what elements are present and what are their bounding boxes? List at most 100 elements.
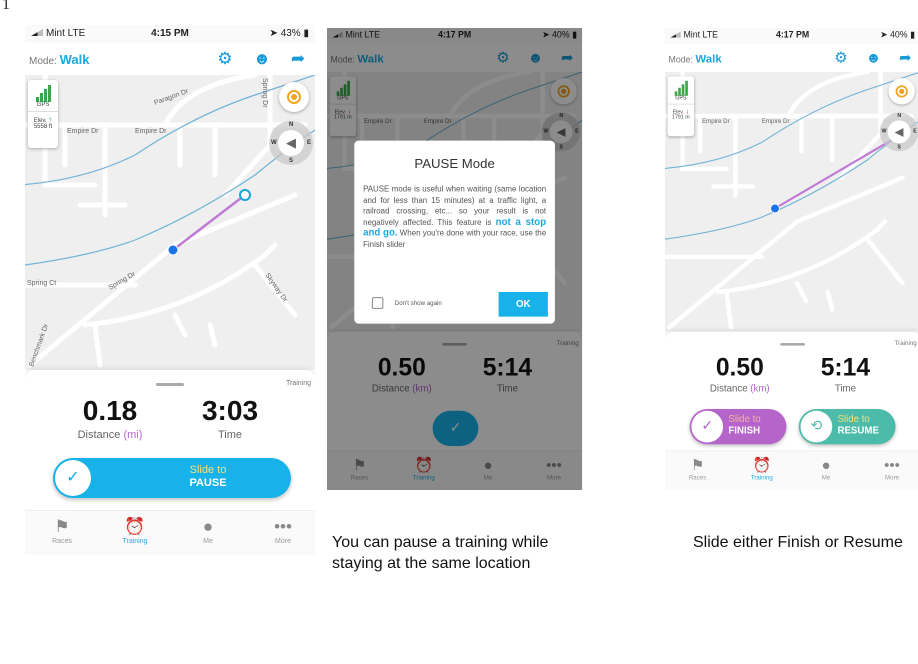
clock: 4:17 PM (437, 30, 472, 41)
tab-races[interactable]: ⚑ Races (676, 456, 720, 482)
street-label: Spring Dr (261, 78, 268, 108)
location-arrow-icon: ➤ (880, 30, 888, 41)
mode-value: Walk (695, 51, 722, 65)
distance-value: 0.50 (377, 353, 426, 381)
compass-n: N (897, 113, 902, 119)
tab-label: More (547, 475, 562, 482)
more-icon: ••• (884, 456, 900, 474)
sheet-drag-handle[interactable] (442, 343, 467, 346)
distance-value: 0.18 (82, 395, 138, 426)
tab-more[interactable]: ••• More (258, 516, 308, 545)
dont-show-again-label[interactable]: Don't show again (394, 300, 442, 307)
signal-icon (670, 31, 681, 38)
gear-icon[interactable]: ⚙ (217, 49, 233, 68)
voice-coach-icon[interactable]: ☻ (865, 49, 882, 66)
locate-me-button[interactable] (550, 78, 577, 105)
tab-label: More (275, 538, 291, 545)
voice-coach-icon[interactable]: ☻ (253, 49, 271, 68)
street-label: Benchmark Dr (28, 323, 50, 368)
tab-label: Races (350, 475, 369, 482)
ok-button[interactable]: OK (498, 292, 548, 317)
app-header: Mode: Walk ⚙ ☻ ➦ (665, 44, 918, 72)
share-icon[interactable]: ➦ (560, 49, 574, 66)
tab-me[interactable]: ● Me (183, 516, 233, 545)
compass[interactable]: N S W E ◀ (269, 121, 313, 165)
battery-level: 40% (552, 30, 570, 41)
mode-selector[interactable]: Mode: Walk (331, 52, 384, 65)
tab-me[interactable]: ● Me (804, 456, 848, 482)
activity-type-label: Training (285, 380, 311, 387)
map-view[interactable]: Paragon Dr Empire Dr Empire Dr Spring Dr… (25, 75, 315, 370)
status-bar: Mint LTE 4:17 PM ➤ 40% ▮ (665, 28, 918, 44)
pause-check-button[interactable]: ✓ (432, 410, 479, 446)
map-view[interactable]: Empire Dr Empire Dr GPS Elev. ↓ 1791 m N… (665, 72, 918, 332)
location-arrow-icon: ➤ (269, 28, 278, 39)
more-icon: ••• (274, 517, 292, 536)
voice-coach-icon[interactable]: ☻ (527, 49, 544, 66)
elevation-label: Elev. (334, 109, 347, 116)
navigation-arrow-icon: ◀ (549, 120, 573, 144)
crosshair-icon (557, 85, 570, 98)
elevation-up-icon: ↑ (48, 115, 53, 124)
pause-slider[interactable]: ✓ Slide to PAUSE (53, 458, 291, 498)
activity-type-label: Training (556, 340, 579, 347)
pause-mode-dialog: PAUSE Mode PAUSE mode is useful when wai… (354, 140, 555, 324)
tab-label: Races (688, 475, 707, 482)
route-line (774, 132, 904, 210)
street-label: Skyway Dr (263, 272, 288, 304)
gps-signal-icon (28, 80, 58, 102)
mode-value: Walk (59, 52, 90, 67)
app-header: Mode: Walk ⚙ ☻ ➦ (25, 44, 315, 74)
gps-label: GPS (337, 95, 349, 102)
navigation-arrow-icon: ◀ (887, 120, 911, 144)
sheet-drag-handle[interactable] (156, 383, 184, 386)
tab-more[interactable]: ••• More (870, 456, 914, 482)
street-label: Empire Dr (702, 118, 730, 125)
check-icon[interactable]: ✓ (55, 460, 91, 496)
share-icon[interactable]: ➦ (290, 49, 306, 68)
mode-selector[interactable]: Mode: Walk (29, 52, 89, 67)
elevation-value: 5558 ft (33, 124, 53, 130)
elevation-label: Elev. (672, 109, 685, 116)
dialog-highlight: not a stop and go. (363, 216, 547, 239)
tab-training[interactable]: ⏰ Training (740, 456, 784, 482)
tab-races[interactable]: ⚑ Races (338, 456, 382, 482)
gear-icon[interactable]: ⚙ (496, 49, 510, 66)
locate-me-button[interactable] (279, 82, 309, 112)
crosshair-icon (287, 90, 301, 104)
compass-n: N (559, 113, 564, 119)
tab-training[interactable]: ⏰ Training (402, 456, 446, 482)
tab-races[interactable]: ⚑ Races (37, 516, 87, 545)
current-position-dot (167, 244, 179, 256)
tab-label: Training (750, 475, 773, 482)
history-icon[interactable]: ⟲ (800, 410, 833, 443)
slider-action: RESUME (837, 425, 879, 437)
current-position-dot (770, 203, 780, 214)
distance-unit: (km) (750, 383, 770, 395)
finish-slider[interactable]: ✓ Slide to FINISH (689, 409, 787, 445)
gear-icon[interactable]: ⚙ (834, 49, 848, 66)
dont-show-again-checkbox[interactable] (371, 297, 384, 309)
dialog-text: When you're done with your race, use the… (363, 228, 547, 249)
compass[interactable]: N S W E ◀ (879, 112, 918, 152)
carrier: Mint LTE (683, 30, 719, 41)
tab-training[interactable]: ⏰ Training (110, 516, 160, 545)
caption-finish-resume: Slide either Finish or Resume (693, 534, 903, 551)
tab-more[interactable]: ••• More (532, 456, 576, 482)
dialog-text: PAUSE mode is useful when waiting (same … (363, 184, 547, 227)
phone-screen-finish-resume: Mint LTE 4:17 PM ➤ 40% ▮ Mode: Walk ⚙ ☻ … (665, 28, 918, 490)
check-icon: ✓ (449, 420, 462, 436)
user-icon: ● (821, 456, 831, 474)
resume-slider[interactable]: ⟲ Slide to RESUME (798, 409, 896, 445)
share-icon[interactable]: ➦ (898, 49, 912, 66)
street-label: Empire Dr (364, 118, 392, 125)
tab-label: Races (52, 538, 72, 545)
clock: 4:15 PM (151, 28, 189, 39)
mode-selector[interactable]: Mode: Walk (669, 52, 722, 65)
locate-me-button[interactable] (888, 78, 915, 105)
gps-label: GPS (675, 95, 687, 102)
check-icon[interactable]: ✓ (691, 410, 724, 443)
street-label: Spring Ct (27, 280, 56, 287)
tab-me[interactable]: ● Me (466, 456, 510, 482)
sheet-drag-handle[interactable] (780, 343, 805, 346)
